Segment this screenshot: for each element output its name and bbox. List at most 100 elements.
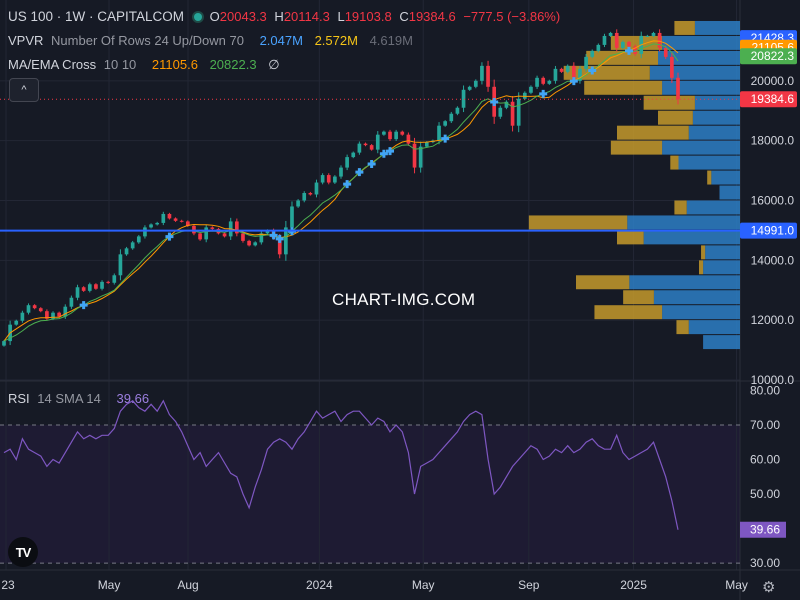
candle-body — [20, 312, 25, 321]
market-status-icon — [194, 13, 203, 22]
symbol-title[interactable]: US 100 · 1W · CAPITALCOM — [8, 9, 185, 24]
ma-legend[interactable]: MA/EMA Cross 10 10 21105.6 20822.3 ∅ — [8, 57, 284, 73]
candle-body — [467, 86, 472, 90]
candle-body — [608, 32, 613, 36]
candle-body — [621, 41, 625, 48]
volume-profile-up-bar — [629, 275, 740, 290]
volume-profile-row — [584, 80, 740, 95]
cross-marker — [79, 301, 88, 310]
candle-body — [45, 311, 49, 319]
volume-profile-up-bar — [653, 290, 740, 305]
candle-body — [382, 131, 386, 135]
volume-profile-down-bar — [658, 110, 693, 125]
cross-marker — [624, 46, 633, 55]
rsi-band-fill — [0, 424, 740, 564]
candle-body — [363, 143, 368, 146]
volume-profile-up-bar — [719, 185, 740, 200]
watermark: CHART-IMG.COM — [332, 290, 476, 309]
candle-body — [375, 134, 380, 150]
volume-profile-down-bar — [576, 275, 630, 290]
ema-line — [3, 43, 679, 342]
candle-body — [100, 281, 104, 289]
cross-marker — [441, 134, 450, 143]
hidden-eye-icon[interactable]: ∅ — [268, 57, 280, 72]
candle-body — [578, 68, 582, 81]
collapse-legend-button[interactable]: ^ — [9, 78, 39, 102]
cross-marker — [269, 231, 278, 240]
volume-profile-up-bar — [705, 245, 740, 260]
cross-marker — [165, 232, 174, 241]
rsi-value: 39.66 — [116, 391, 150, 406]
high-value: 20114.3 — [283, 9, 330, 24]
candle-body — [357, 143, 362, 153]
volume-profile-row — [610, 140, 740, 155]
candle-body — [663, 47, 668, 57]
candle-body — [277, 237, 282, 255]
symbol-legend: US 100 · 1W · CAPITALCOM O20043.3 H20114… — [8, 9, 564, 24]
rsi-name: RSI — [8, 391, 30, 406]
volume-profile-row — [617, 125, 740, 140]
volume-profile-down-bar — [674, 20, 695, 35]
volume-profile-row — [707, 170, 740, 185]
volume-profile-up-bar — [627, 215, 740, 230]
volume-profile-up-bar — [643, 230, 740, 245]
vpvr-legend[interactable]: VPVR Number Of Rows 24 Up/Down 70 2.047M… — [8, 33, 417, 48]
candle-body — [565, 65, 570, 72]
gear-icon[interactable]: ⚙ — [762, 579, 776, 596]
time-tick-label: May — [725, 578, 748, 592]
candle-body — [559, 68, 564, 72]
candle-body — [510, 101, 515, 126]
volume-profile-up-bar — [658, 50, 740, 65]
candle-body — [106, 281, 111, 283]
candle-body — [302, 193, 307, 201]
volume-profile-up-bar — [662, 80, 740, 95]
cross-marker — [386, 147, 395, 156]
candle-body — [247, 240, 251, 246]
candle-body — [161, 213, 166, 223]
candle-body — [461, 89, 466, 108]
candle-body — [314, 182, 319, 195]
volume-profile-row — [586, 50, 740, 65]
volume-profile-row — [576, 275, 740, 290]
volume-profile-down-bar — [623, 290, 654, 305]
volume-profile-up-bar — [662, 305, 740, 320]
candle-body — [320, 175, 325, 183]
time-tick-label: 2025 — [620, 578, 647, 592]
candle-body — [547, 80, 552, 84]
rsi-tick-label: 80.00 — [750, 383, 780, 397]
candle-body — [418, 146, 423, 168]
cross-marker — [275, 234, 284, 243]
cross-marker — [355, 168, 364, 177]
volume-profile-up-bar — [662, 35, 740, 50]
low-label: L — [337, 9, 345, 24]
candle-body — [192, 225, 196, 234]
volume-profile-down-bar — [701, 245, 706, 260]
candle-body — [136, 236, 141, 243]
candle-body — [596, 44, 601, 51]
ema-value: 20822.3 — [209, 57, 257, 72]
candle-body — [14, 320, 19, 325]
tradingview-logo[interactable]: TV — [8, 537, 38, 567]
cross-marker — [343, 180, 352, 189]
candle-body — [51, 312, 55, 319]
candle-body — [388, 131, 392, 140]
volume-profile-up-bar — [694, 95, 740, 110]
time-tick-label: May — [412, 578, 435, 592]
candle-body — [651, 32, 656, 36]
candle-body — [602, 35, 607, 45]
chevron-up-icon: ^ — [21, 84, 27, 96]
candle-body — [645, 35, 650, 37]
vpvr-name: VPVR — [8, 33, 44, 48]
candle-body — [590, 50, 595, 57]
volume-profile-up-bar — [662, 140, 740, 155]
candle-body — [553, 68, 558, 81]
candle-body — [222, 233, 227, 237]
candle-body — [326, 175, 331, 183]
candle-body — [198, 233, 202, 240]
volume-profile-down-bar — [643, 95, 695, 110]
rsi-legend[interactable]: RSI 14 SMA 14 39.66 — [8, 391, 153, 406]
price-label: 19384.6 — [740, 91, 797, 108]
rsi-tick-label: 30.00 — [750, 556, 780, 570]
candle-body — [179, 220, 184, 222]
